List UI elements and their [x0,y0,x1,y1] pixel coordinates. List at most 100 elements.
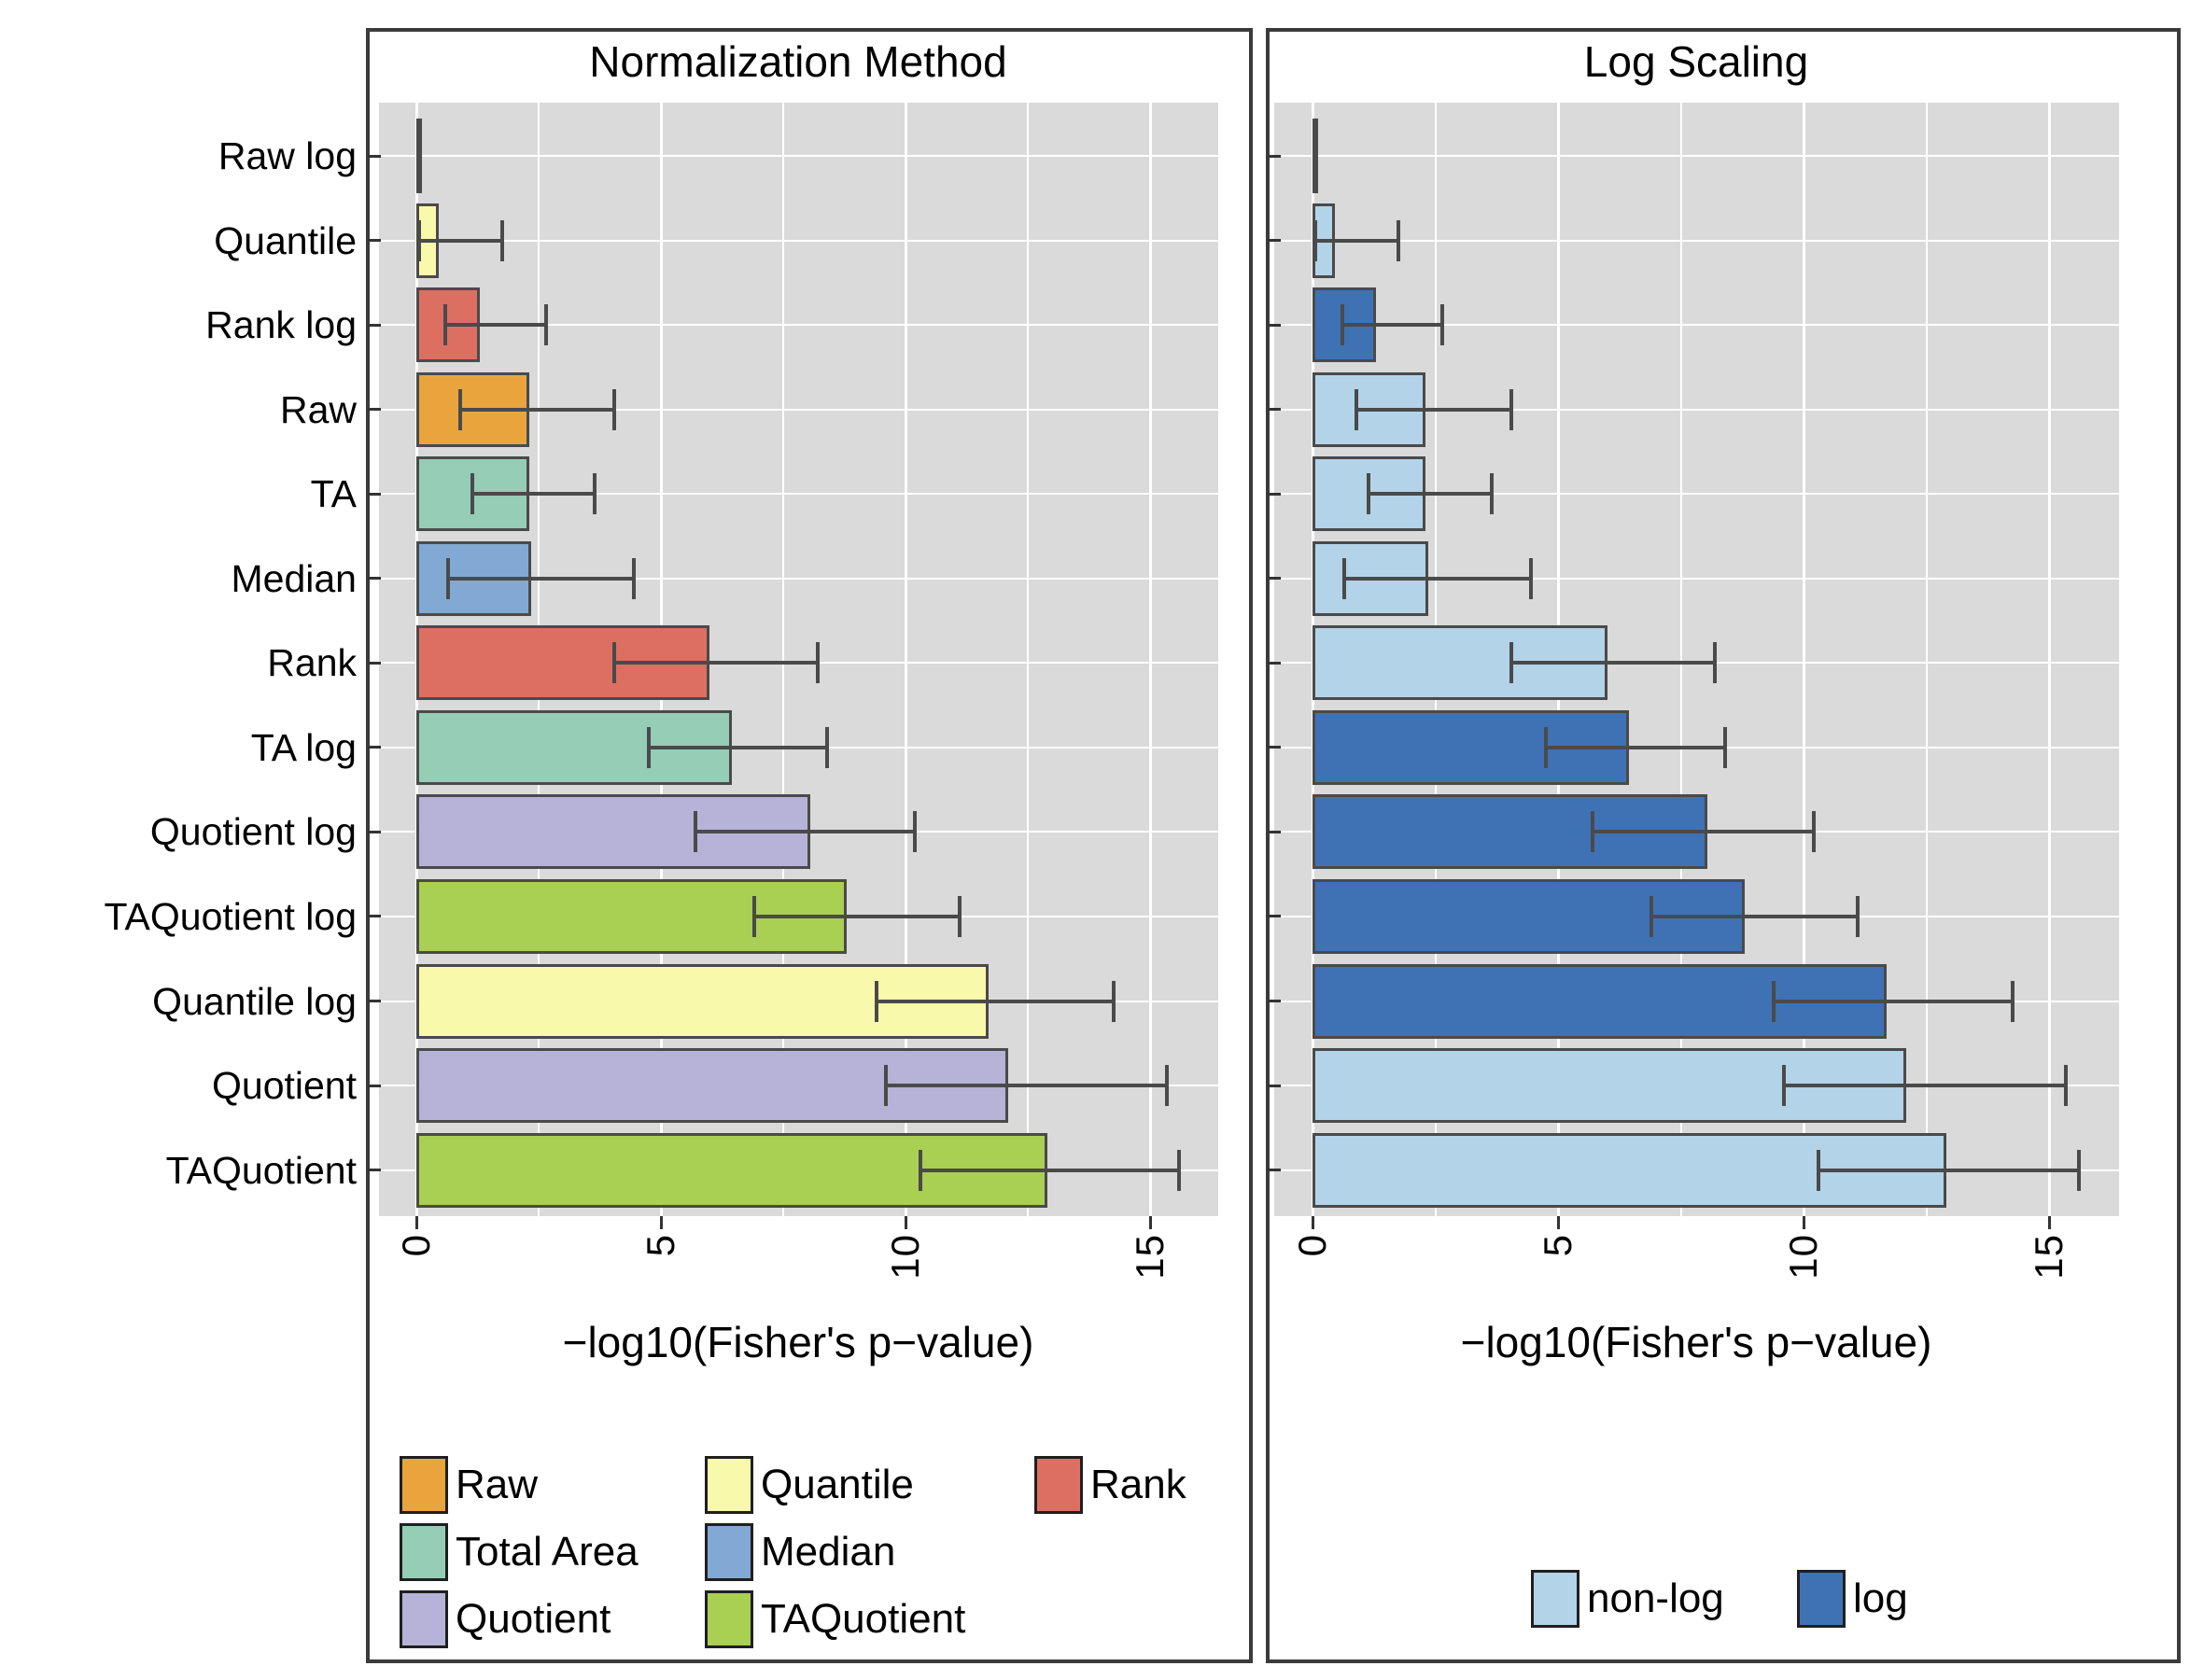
bar-quotient [1313,1048,1907,1124]
y-tick [1268,1000,1281,1002]
legend-label-quantile: Quantile [761,1462,914,1507]
error-bar-cap-low-taquotient [918,1149,922,1191]
x-tick-label: 10 [883,1234,927,1280]
x-tick [414,1216,418,1229]
error-bar-line-ta [1369,492,1492,497]
y-axis-category-label-median: Median [231,556,357,600]
x-tick [659,1216,663,1229]
gridline-vertical-minor [782,103,784,1216]
x-tick [1556,1216,1560,1229]
y-tick [368,239,381,243]
error-bar-line-rank [1511,661,1716,665]
error-bar-cap-high-median [632,557,637,599]
error-bar-line-median [1344,576,1532,581]
bar-quantile-log [416,963,990,1039]
error-bar-line-quotient [886,1084,1168,1088]
error-bar-cap-high-taquotient [1177,1149,1182,1191]
error-bar-line-ta-log [648,745,828,749]
gridline-horizontal [1274,408,2119,411]
y-tick [1268,661,1281,665]
y-axis-category-label-ta-log: TA log [250,725,357,769]
error-bar-line-taquotient-log [753,914,960,918]
gridline-vertical-minor [1679,103,1682,1216]
error-bar-line-quotient-log [1592,830,1814,834]
bar-ta-log [1313,709,1630,785]
gridline-horizontal [379,155,1218,157]
y-axis-category-label-ta: TA [310,472,357,516]
legend-key-quantile [705,1456,753,1514]
error-bar-cap-low-quotient [1781,1065,1786,1107]
gridline-horizontal [1274,239,2119,242]
legend-key-median [705,1523,753,1581]
error-bar-cap-high-ta [593,473,597,515]
panel-title-normalization-method: Normalization Method [589,37,1007,86]
y-tick [368,661,381,665]
y-tick [1268,746,1281,749]
gridline-horizontal [1274,577,2119,580]
gridline-horizontal [379,493,1218,496]
y-tick [1268,323,1281,327]
y-tick [368,1084,381,1087]
gridline-horizontal [379,324,1218,327]
gridline-vertical-major [1802,103,1805,1216]
error-bar-cap-low-rank-log [1340,304,1344,346]
error-bar-cap-low-taquotient [1816,1149,1820,1191]
y-axis-category-label-rank: Rank [267,641,357,685]
error-bar-cap-high-median [1529,557,1534,599]
y-tick [1268,492,1281,496]
y-tick [1268,830,1281,833]
gridline-horizontal [1274,493,2119,496]
y-tick [1268,1169,1281,1172]
error-bar-line-quantile [418,238,502,243]
x-tick-label: 5 [1536,1234,1579,1257]
error-bar-cap-low-taquotient-log [751,895,756,937]
x-tick [1148,1216,1152,1229]
legend-key-non-log [1531,1570,1579,1628]
y-tick [368,408,381,412]
error-bar-cap-low-quantile-log [1772,980,1776,1022]
error-bar-line-ta-log [1545,745,1725,749]
error-bar-cap-high-quotient-log [1811,811,1816,853]
error-bar-cap-high-raw [612,388,617,430]
y-axis-category-label-taquotient: TAQuotient [165,1148,357,1192]
gridline-vertical-major [904,103,907,1216]
error-bar-cap-high-quantile [1397,219,1401,261]
gridline-vertical-minor [1027,103,1029,1216]
gridline-vertical-major [2047,103,2051,1216]
error-bar-cap-high-quotient [2064,1065,2069,1107]
legend-label-raw: Raw [456,1462,539,1507]
error-bar-cap-low-quotient [884,1065,889,1107]
x-tick-label: 10 [1781,1234,1825,1280]
error-bar-cap-high-quantile [499,219,504,261]
legend-key-log [1797,1570,1846,1628]
error-bar-line-quotient [1783,1084,2067,1088]
y-tick [368,1169,381,1172]
legend-label-total-area: Total Area [456,1529,639,1575]
error-bar-cap-low-quantile [1313,219,1317,261]
error-bar-cap-low-rank [612,642,617,684]
legend-key-quotient [400,1590,448,1648]
y-tick [368,746,381,749]
error-bar-cap-high-quotient [1165,1065,1170,1107]
error-bar-cap-high-taquotient-log [957,895,962,937]
gridline-vertical-minor [1925,103,1928,1216]
gridline-horizontal [379,577,1218,580]
error-bar-line-taquotient [920,1168,1180,1172]
error-bar-cap-high-ta [1489,473,1494,515]
legend-label-quotient: Quotient [456,1596,611,1642]
error-bar-line-rank-log [445,323,546,328]
error-bar-line-raw [1356,407,1512,412]
error-bar-cap-high-quantile-log [1111,980,1116,1022]
y-tick [368,915,381,918]
y-axis-category-label-quotient: Quotient [212,1064,357,1108]
error-bar-cap-low-taquotient-log [1649,895,1653,937]
y-tick [368,1000,381,1002]
error-bar-cap-low-ta-log [646,726,651,768]
y-tick [1268,1084,1281,1087]
error-bar-cap-high-raw [1509,388,1514,430]
y-tick [368,154,381,158]
gridline-vertical-major [1148,103,1152,1216]
x-tick-label: 0 [394,1234,438,1257]
y-axis-category-label-raw: Raw [279,387,357,431]
